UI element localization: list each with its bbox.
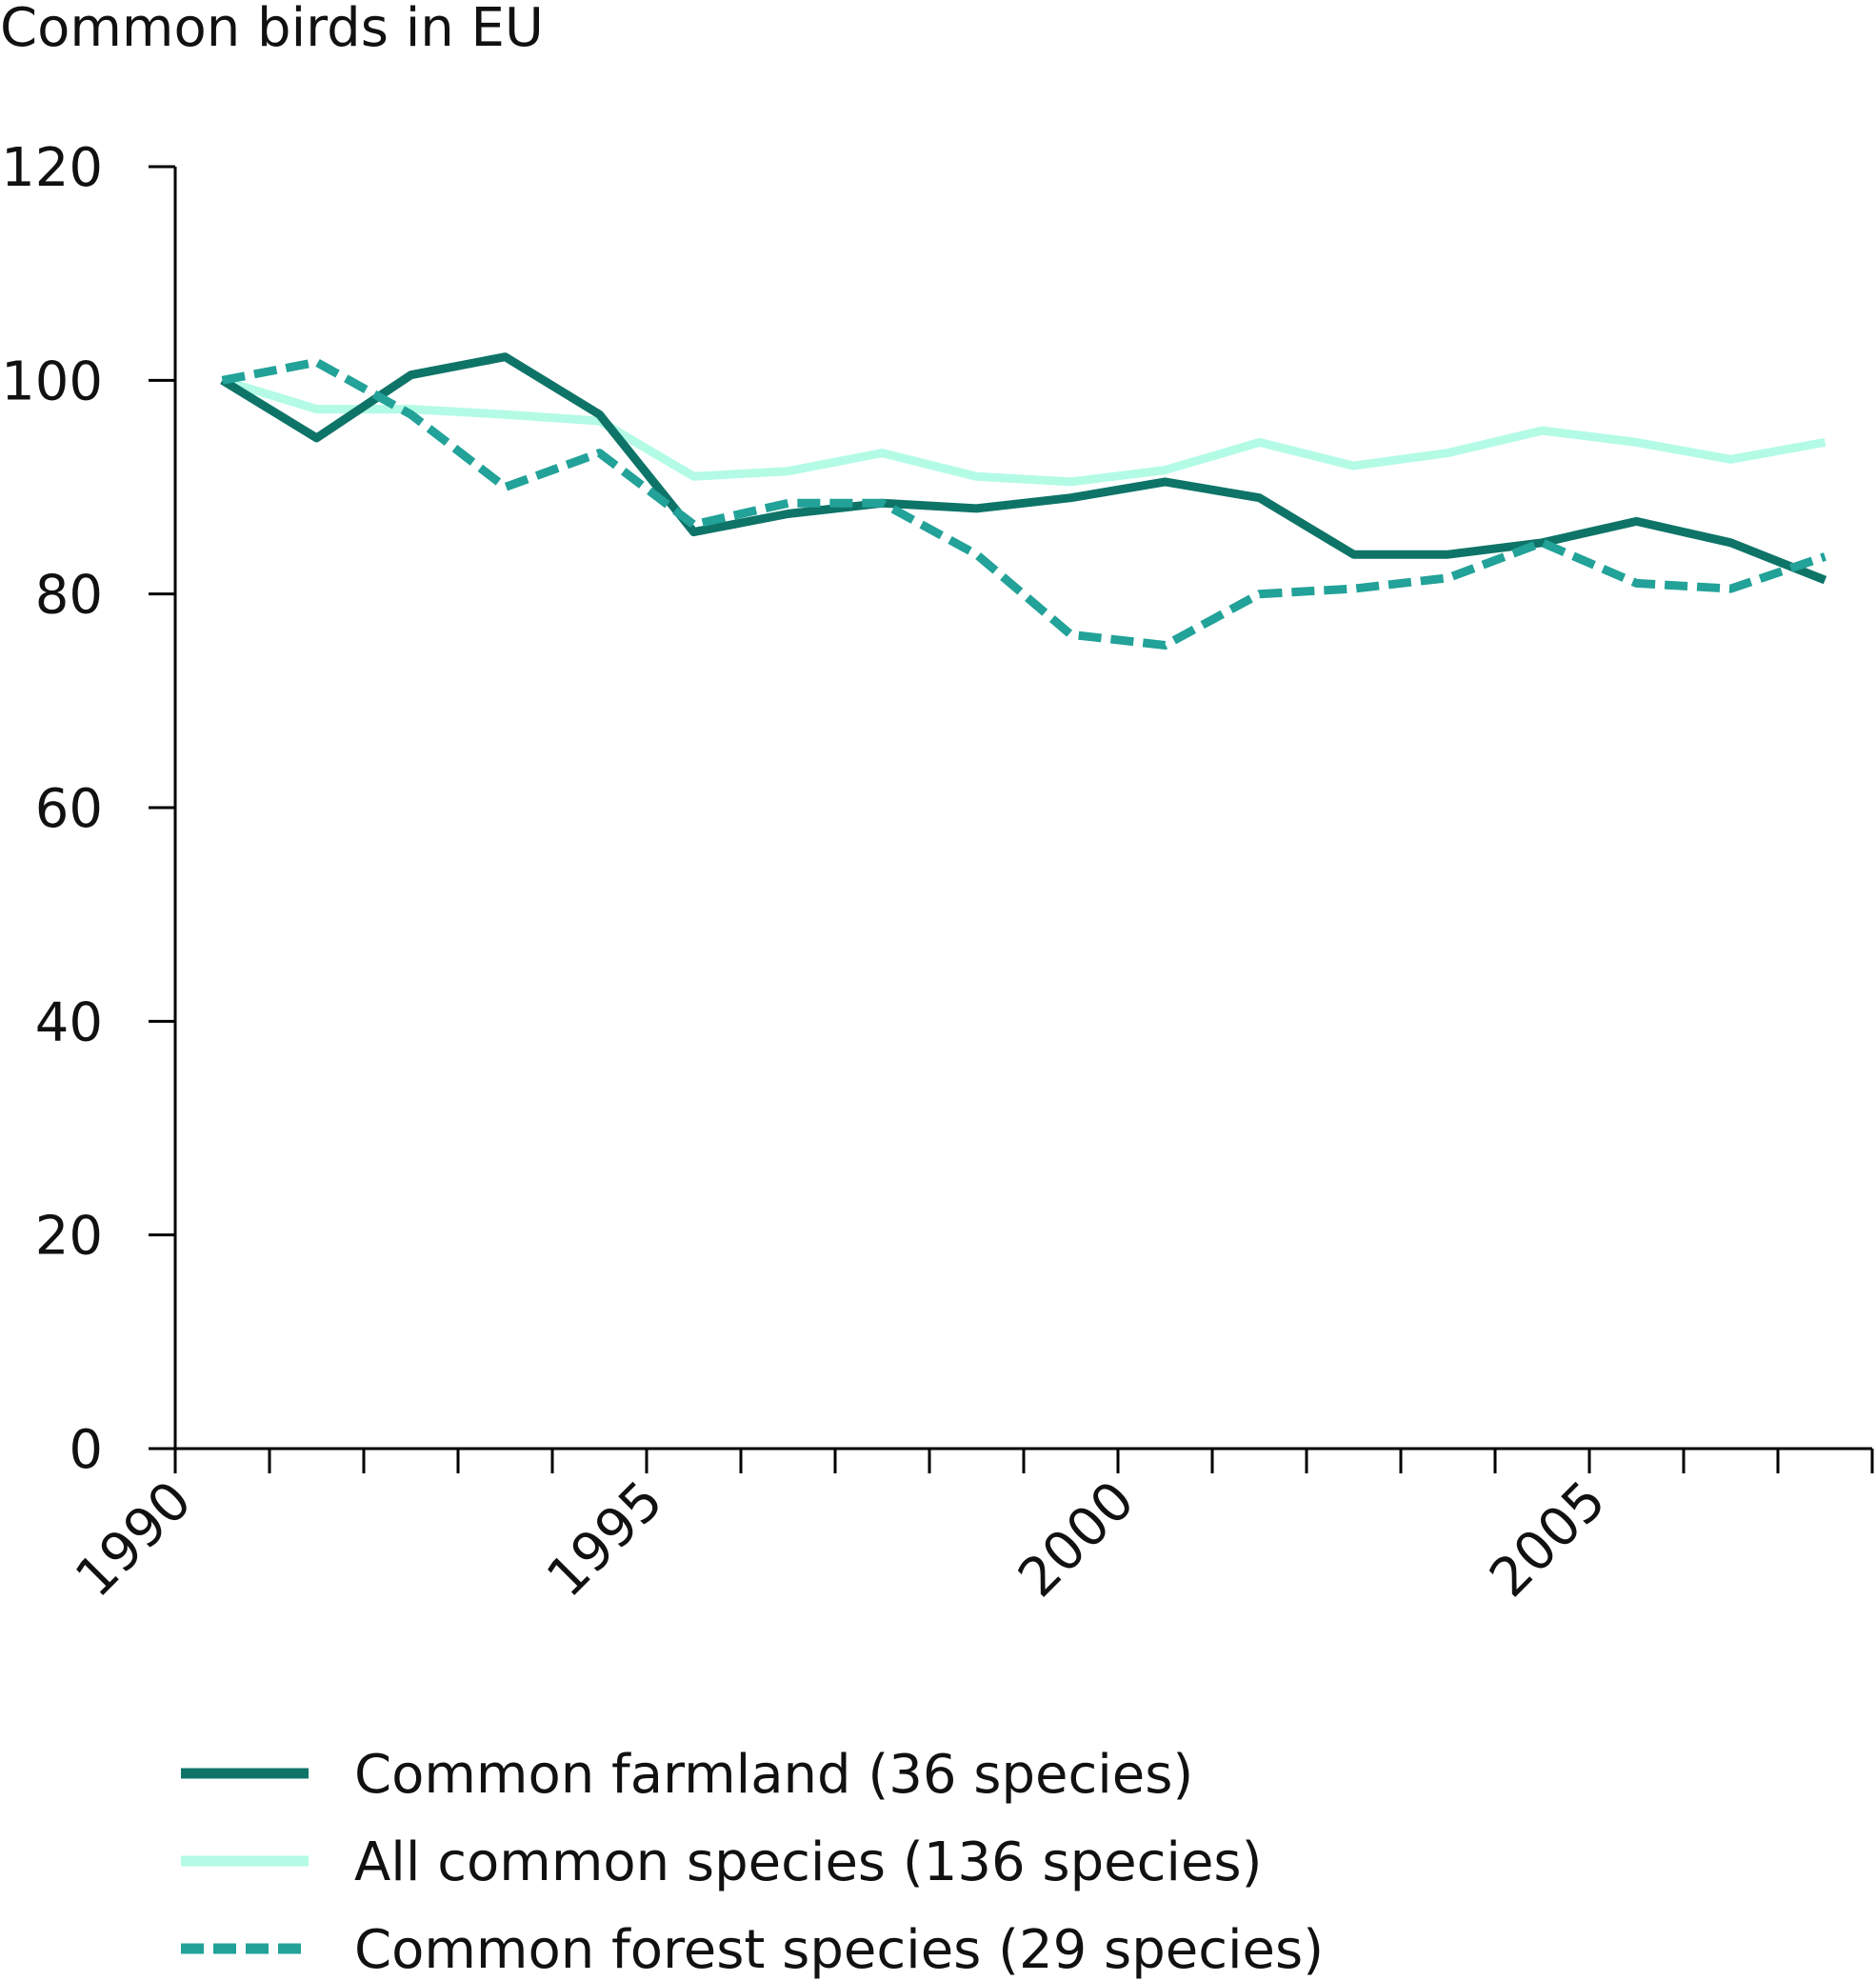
legend-label-2: Common forest species (29 species) <box>354 1919 1324 1981</box>
y-tick-label: 120 <box>1 137 103 199</box>
y-tick-label: 0 <box>69 1419 103 1481</box>
legend: Common farmland (36 species) All common s… <box>181 1744 1324 1981</box>
y-tick-label: 40 <box>35 991 103 1053</box>
legend-label-1: All common species (136 species) <box>354 1831 1262 1893</box>
axes: 0 20 40 60 80 100 120 1990 1995 2000 2005 <box>1 137 1874 1610</box>
series-lines <box>220 352 1827 650</box>
y-tick-label: 60 <box>35 778 103 840</box>
series-line-2 <box>221 357 1826 650</box>
legend-label-0: Common farmland (36 species) <box>354 1744 1193 1806</box>
series-line-1 <box>221 375 1826 487</box>
x-tick-label: 2005 <box>1478 1470 1618 1610</box>
y-tick-label: 20 <box>35 1206 103 1268</box>
y-tick-label: 100 <box>1 350 103 412</box>
series-line-0 <box>220 352 1827 585</box>
chart-title: Common birds in EU <box>0 0 544 59</box>
y-tick-label: 80 <box>35 565 103 627</box>
x-tick-label: 1990 <box>64 1470 204 1610</box>
x-tick-label: 1995 <box>535 1470 675 1610</box>
x-tick-label: 2000 <box>1007 1470 1147 1610</box>
